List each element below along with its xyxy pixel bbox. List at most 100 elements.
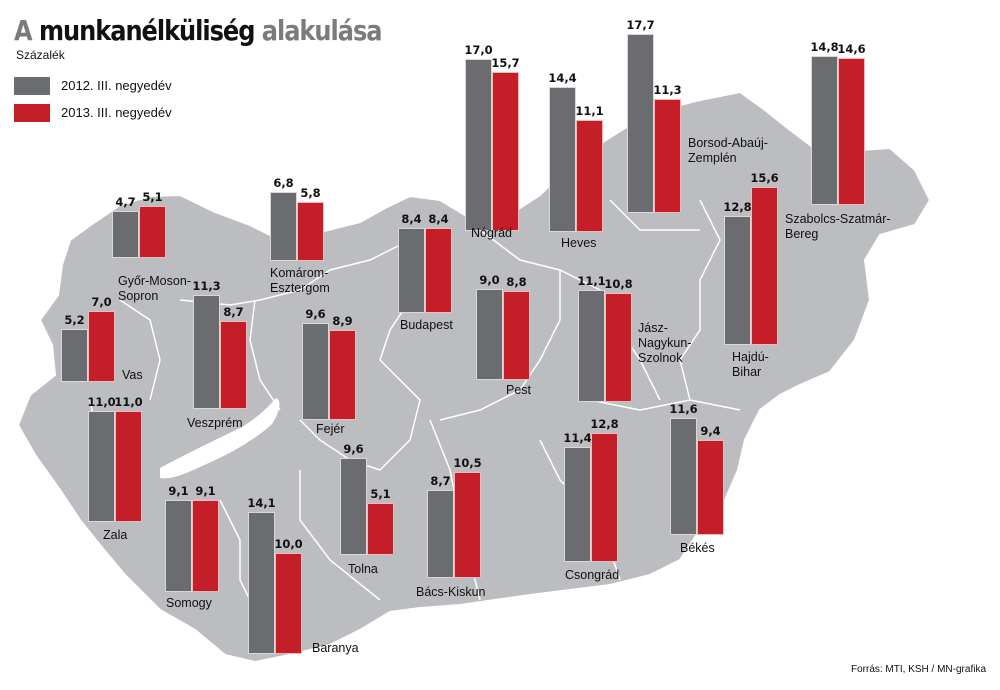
- bar-2012: 11,3: [192, 279, 221, 409]
- value-label-2013: 5,1: [370, 487, 391, 501]
- county-name-label: Borsod-Abaúj- Zemplén: [688, 136, 768, 165]
- bar-rect-2013: [425, 228, 452, 313]
- bar-2012: 9,6: [340, 442, 367, 555]
- county-name-label: Nógrád: [471, 226, 512, 240]
- bar-pair: 14,1 10,0: [247, 496, 303, 654]
- bar-2013: 11,1: [575, 104, 604, 232]
- value-label-2012: 14,8: [810, 40, 839, 54]
- bar-rect-2012: [398, 228, 425, 313]
- bar-2013: 10,5: [453, 456, 482, 578]
- county-veszprem: 11,3 8,7 Veszprém: [187, 277, 247, 430]
- bar-2012: 5,2: [61, 313, 88, 382]
- county-name-label: Pest: [506, 383, 532, 397]
- bar-rect-2012: [465, 59, 492, 231]
- value-label-2012: 8,7: [430, 474, 451, 488]
- bar-rect-2012: [427, 490, 454, 578]
- county-name-label: Jász- Nagykun- Szolnok: [638, 321, 692, 365]
- bar-pair: 9,0 8,8: [476, 273, 530, 380]
- value-label-2012: 6,8: [273, 176, 294, 190]
- bar-2013: 9,1: [192, 484, 219, 592]
- bar-2012: 12,8: [723, 200, 752, 345]
- value-label-2012: 17,7: [626, 18, 655, 32]
- bar-rect-2013: [751, 187, 778, 345]
- bar-rect-2012: [578, 290, 605, 402]
- bar-2012: 9,6: [302, 307, 329, 420]
- county-borsod-abauj-zemplen: 17,7 11,3 Borsod-Abaúj- Zemplén: [626, 16, 768, 213]
- county-szabolcs-szatmar-bereg: 14,8 14,6 Szabolcs-Szatmár- Bereg: [785, 38, 891, 241]
- bar-pair: 4,7 5,1: [112, 190, 166, 258]
- value-label-2013: 5,1: [142, 190, 163, 204]
- bar-2012: 9,0: [476, 273, 503, 380]
- value-label-2013: 8,7: [223, 305, 244, 319]
- county-name-label: Budapest: [400, 318, 453, 332]
- bar-rect-2012: [724, 216, 751, 345]
- county-name-label: Tolna: [348, 562, 378, 576]
- bar-rect-2013: [654, 99, 681, 213]
- bar-rect-2013: [591, 433, 618, 562]
- bar-rect-2012: [340, 458, 367, 555]
- lake-balaton: [160, 398, 280, 479]
- bar-rect-2012: [193, 295, 220, 409]
- value-label-2012: 14,1: [247, 496, 276, 510]
- county-baranya: 14,1 10,0 Baranya: [247, 494, 358, 655]
- chart-subtitle: Százalék: [16, 48, 65, 62]
- bar-pair: 11,6 9,4: [669, 402, 724, 535]
- bar-rect-2012: [165, 500, 192, 592]
- county-name-label: Vas: [122, 368, 143, 382]
- bar-2013: 8,7: [220, 305, 247, 409]
- bar-2013: 15,7: [491, 56, 520, 231]
- bar-rect-2012: [248, 512, 275, 654]
- bar-rect-2013: [576, 120, 603, 232]
- value-label-2013: 8,8: [506, 275, 527, 289]
- bar-pair: 11,3 8,7: [192, 279, 247, 409]
- county-nograd: 17,0 15,7 Nógrád: [464, 41, 520, 240]
- value-label-2013: 14,6: [837, 42, 866, 56]
- bar-pair: 11,4 12,8: [563, 417, 619, 562]
- bar-pair: 17,7 11,3: [626, 18, 682, 213]
- value-label-2013: 11,0: [114, 395, 143, 409]
- bar-2013: 7,0: [88, 295, 115, 382]
- county-name-label: Veszprém: [187, 416, 243, 430]
- chart-title: A munkanélküliség alakulása: [14, 14, 383, 47]
- bar-rect-2013: [503, 291, 530, 380]
- bar-rect-2012: [627, 34, 654, 213]
- value-label-2013: 7,0: [91, 295, 112, 309]
- legend-swatch-2013: [14, 103, 50, 122]
- legend-item-2013: 2013. III. negyedév: [14, 99, 172, 126]
- bar-rect-2013: [220, 321, 247, 409]
- bar-rect-2013: [492, 72, 519, 231]
- bar-2012: 8,7: [427, 474, 454, 578]
- bar-rect-2013: [454, 472, 481, 578]
- bar-2013: 8,8: [503, 275, 530, 380]
- bar-rect-2012: [811, 56, 838, 205]
- bar-2012: 11,1: [577, 274, 606, 402]
- value-label-2012: 11,4: [563, 431, 592, 445]
- bar-rect-2013: [838, 58, 865, 205]
- bar-rect-2012: [670, 418, 697, 535]
- legend: 2012. III. negyedév 2013. III. negyedév: [14, 72, 172, 126]
- bar-rect-2013: [697, 440, 724, 535]
- value-label-2013: 10,8: [604, 277, 633, 291]
- county-fejer: 9,6 8,9 Fejér: [302, 305, 356, 436]
- bar-2012: 8,4: [398, 212, 425, 313]
- value-label-2013: 11,1: [575, 104, 604, 118]
- county-name-label: Hajdú- Bihar: [732, 350, 769, 379]
- bar-2013: 5,1: [139, 190, 166, 258]
- bar-2013: 9,4: [697, 424, 724, 535]
- county-tolna: 9,6 5,1 Tolna: [340, 440, 394, 576]
- bar-rect-2012: [564, 447, 591, 562]
- bar-pair: 11,1 10,8: [577, 274, 633, 402]
- bar-2013: 10,0: [274, 537, 303, 654]
- county-name-label: Zala: [103, 528, 128, 542]
- bar-rect-2012: [61, 329, 88, 382]
- county-hajdu-bihar: 12,8 15,6 Hajdú- Bihar: [723, 169, 778, 379]
- bar-2012: 17,7: [626, 18, 655, 213]
- county-somogy: 9,1 9,1 Somogy: [165, 482, 219, 610]
- bar-2013: 5,1: [367, 487, 394, 555]
- bar-pair: 14,8 14,6: [810, 40, 866, 205]
- bar-pair: 11,0 11,0: [87, 395, 143, 522]
- bar-rect-2013: [88, 311, 115, 382]
- value-label-2012: 4,7: [115, 195, 136, 209]
- bar-2012: 14,4: [548, 71, 577, 232]
- legend-item-2012: 2012. III. negyedév: [14, 72, 172, 99]
